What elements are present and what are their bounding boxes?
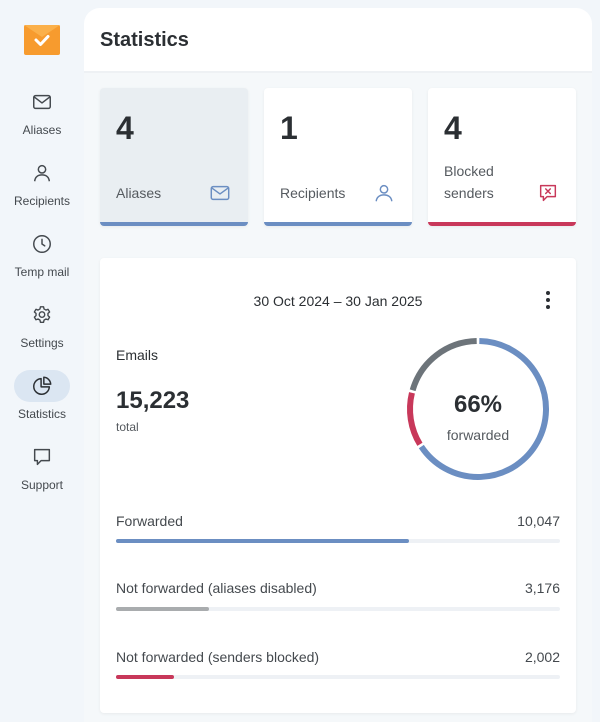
- forwarded-donut-chart: [407, 338, 549, 480]
- row-value-senders-blocked: 2,002: [524, 649, 560, 665]
- row-label-aliases-disabled: Not forwarded (aliases disabled): [116, 580, 317, 596]
- row-label-forwarded: Forwarded: [116, 513, 183, 529]
- more-icon-dot: [546, 291, 550, 295]
- stat-value: 4: [444, 110, 462, 146]
- sidebar-item-recipients[interactable]: Recipients: [0, 157, 84, 219]
- progress-fill-forwarded: [116, 539, 409, 543]
- sidebar: Aliases Recipients Temp mail Settings: [0, 0, 84, 722]
- donut-percent: 66%: [453, 391, 503, 418]
- row-value-aliases-disabled: 3,176: [524, 580, 560, 596]
- main-panel: Statistics 4 Aliases 1 Recipients: [84, 8, 592, 722]
- clock-icon: [14, 228, 70, 260]
- gear-icon: [14, 299, 70, 331]
- page-title: Statistics: [100, 29, 189, 51]
- divider: [84, 71, 592, 73]
- donut-segment-not-forwarded-aliases-disabled: [409, 338, 477, 392]
- user-icon: [14, 157, 70, 189]
- row-value-forwarded: 10,047: [517, 513, 560, 529]
- pie-chart-icon: [14, 370, 70, 402]
- donut-segment-forwarded: [418, 338, 549, 480]
- stat-card-blocked-senders[interactable]: 4 Blocked senders: [428, 88, 576, 226]
- stat-label: Blocked senders: [444, 163, 494, 201]
- statistics-content: 4 Aliases 1 Recipients 4 Blocked senders: [84, 73, 592, 722]
- stat-value: 4: [116, 110, 134, 146]
- email-stats-card: 30 Oct 2024 – 30 Jan 2025 Emails 15,223 …: [100, 258, 576, 713]
- total-emails-label: total: [116, 420, 139, 434]
- progress-fill-aliases-disabled: [116, 607, 209, 611]
- mail-icon: [208, 181, 232, 205]
- chat-bubble-icon: [14, 441, 70, 473]
- more-icon-dot: [546, 298, 550, 302]
- stat-accent-bar: [100, 222, 248, 226]
- user-icon: [372, 181, 396, 205]
- emails-section-label: Emails: [116, 347, 159, 363]
- sidebar-item-aliases[interactable]: Aliases: [0, 86, 84, 148]
- stat-value: 1: [280, 110, 298, 146]
- sidebar-item-temp-mail[interactable]: Temp mail: [0, 228, 84, 290]
- sidebar-item-label: Settings: [20, 336, 64, 350]
- sidebar-item-support[interactable]: Support: [0, 441, 84, 503]
- progress-track: [116, 675, 560, 679]
- sidebar-item-label: Support: [20, 478, 64, 492]
- sidebar-item-label: Temp mail: [14, 265, 70, 279]
- stat-card-aliases[interactable]: 4 Aliases: [100, 88, 248, 226]
- row-label-senders-blocked: Not forwarded (senders blocked): [116, 649, 320, 665]
- progress-fill-senders-blocked: [116, 675, 175, 679]
- progress-track: [116, 539, 560, 543]
- sidebar-item-label: Aliases: [22, 123, 62, 137]
- sidebar-item-label: Recipients: [13, 194, 71, 208]
- mail-icon: [14, 86, 70, 118]
- blocked-message-icon: [536, 181, 560, 205]
- stat-accent-bar: [428, 222, 576, 226]
- app-logo[interactable]: [24, 25, 60, 55]
- sidebar-item-settings[interactable]: Settings: [0, 299, 84, 361]
- more-icon-dot: [546, 305, 550, 309]
- sidebar-item-statistics[interactable]: Statistics: [0, 370, 84, 432]
- more-options-button[interactable]: [536, 288, 560, 312]
- stat-card-recipients[interactable]: 1 Recipients: [264, 88, 412, 226]
- sidebar-item-label: Statistics: [17, 407, 66, 421]
- stat-label: Aliases: [116, 185, 162, 201]
- date-range[interactable]: 30 Oct 2024 – 30 Jan 2025: [253, 293, 423, 309]
- total-emails-value: 15,223: [116, 387, 190, 414]
- stat-accent-bar: [264, 222, 412, 226]
- stat-label: Recipients: [280, 185, 346, 201]
- progress-track: [116, 607, 560, 611]
- donut-label: forwarded: [446, 427, 510, 443]
- donut-segment-not-forwarded-senders-blocked: [407, 392, 423, 446]
